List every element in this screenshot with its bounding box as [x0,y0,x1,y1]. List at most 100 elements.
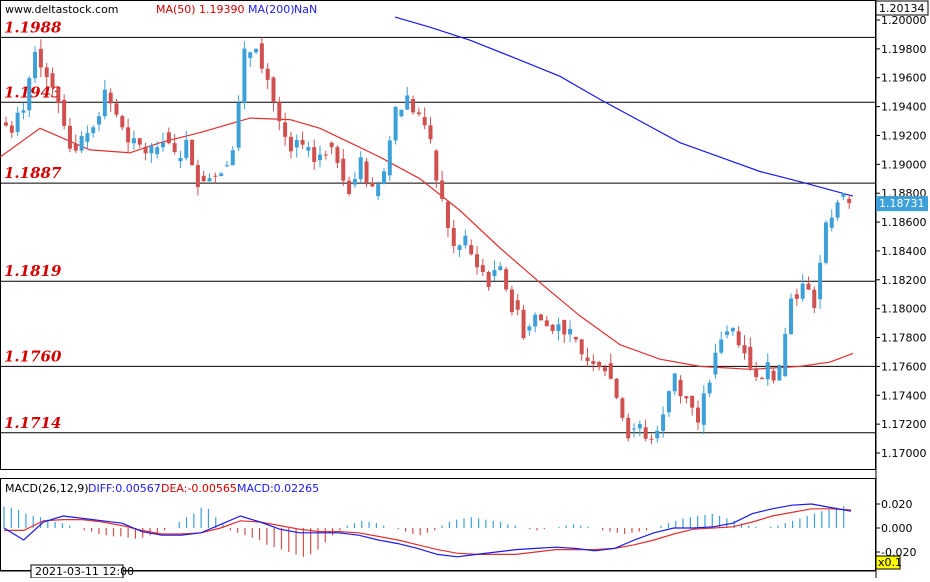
candle-body [195,165,200,188]
candle-body [422,117,427,126]
level-label: 1.1887 [4,164,62,182]
candle-body [33,51,38,79]
candle-body [230,150,235,166]
candle-body [137,138,142,145]
price-axis: 1.20000 1.19800 1.19600 1.19400 1.19200 1.190… [876,14,927,460]
last-price-label: 1.18731 [879,197,925,210]
macd-title: MACD(26,12,9) [5,482,89,495]
candle-body [771,370,776,381]
site-label: www.deltastock.com [5,3,119,16]
candle-body [393,106,398,141]
macd-tick-label: 0.000 [881,522,913,535]
price-tick-label: 1.19400 [881,101,927,114]
candle-body [21,110,26,113]
candle-body [265,68,270,80]
candle-body [684,396,689,399]
candle-body [44,67,49,78]
price-tick-label: 1.18200 [881,274,927,287]
candle-body [597,361,602,368]
date-label: 2021-03-11 12:00 [35,565,134,578]
candle-body [568,328,573,335]
candle-body [701,393,706,425]
candle-body [91,127,96,134]
macd-diff-label: DIFF:0.00567 [88,482,161,495]
candle-body [498,266,503,270]
candle-body [521,309,526,339]
candle-body [73,143,78,151]
candle-body [835,202,840,218]
candle-body [626,417,631,439]
candle-body [172,143,177,153]
level-label: 1.1760 [4,347,62,365]
candle-body [573,336,578,340]
candle-body [591,361,596,364]
candle-body [480,265,485,272]
candle-body [411,99,416,113]
candle-body [358,157,363,180]
candle-body [259,43,264,69]
candle-body [242,48,247,103]
candle-body [730,328,735,332]
candle-body [486,271,491,287]
candle-body [166,132,171,144]
candle-body [300,140,305,145]
price-tick-label: 1.17200 [881,418,927,431]
candle-body [213,175,218,177]
candle-body [434,150,439,181]
candle-body [463,235,468,246]
candle-body [79,136,84,151]
candle-body [178,157,183,162]
macd-dea-line [4,508,852,555]
candle-body [457,245,462,250]
candle-body [381,171,386,185]
candle-body [620,398,625,418]
candle-body [329,142,334,148]
candle-body [143,146,148,154]
price-tick-label: 1.18600 [881,216,927,229]
candle-body [114,103,119,115]
level-lines: 1.1988 1.1943 1.1887 1.1819 1.1760 1.1714 [1,18,875,434]
scale-factor-label: x0.1 [878,556,902,569]
candle-body [783,333,788,376]
candle-body [190,139,195,166]
candle-body [585,357,590,362]
candle-body [4,122,8,126]
candle-body [492,269,497,277]
candle-body [405,95,410,110]
candle-body [538,314,543,321]
candle-body [15,112,20,132]
candle-body [294,140,299,148]
candle-body [428,125,433,140]
level-label: 1.1819 [4,262,62,280]
candle-body [748,346,753,369]
candle-body [445,201,450,228]
candle-body [707,382,712,394]
price-tick-label: 1.18000 [881,303,927,316]
candle-body [812,289,817,308]
candle-body [347,180,352,195]
candle-body [690,395,695,408]
candlesticks [4,37,852,445]
candle-body [38,48,43,68]
candle-body [97,116,102,125]
top-price-box [875,0,929,16]
candle-body [306,147,311,151]
candle-body [695,407,700,423]
level-label: 1.1988 [4,18,62,36]
price-tick-label: 1.19200 [881,129,927,142]
candle-body [370,182,375,187]
candle-body [120,116,125,128]
candle-body [9,125,14,133]
candle-body [85,133,90,142]
candle-body [56,87,61,104]
candle-body [475,254,480,268]
candle-body [527,326,532,331]
candle-body [387,140,392,176]
candle-body [818,262,823,300]
candle-body [533,314,538,327]
candle-body [131,138,136,144]
level-label: 1.1943 [4,83,61,101]
candle-body [777,364,782,381]
